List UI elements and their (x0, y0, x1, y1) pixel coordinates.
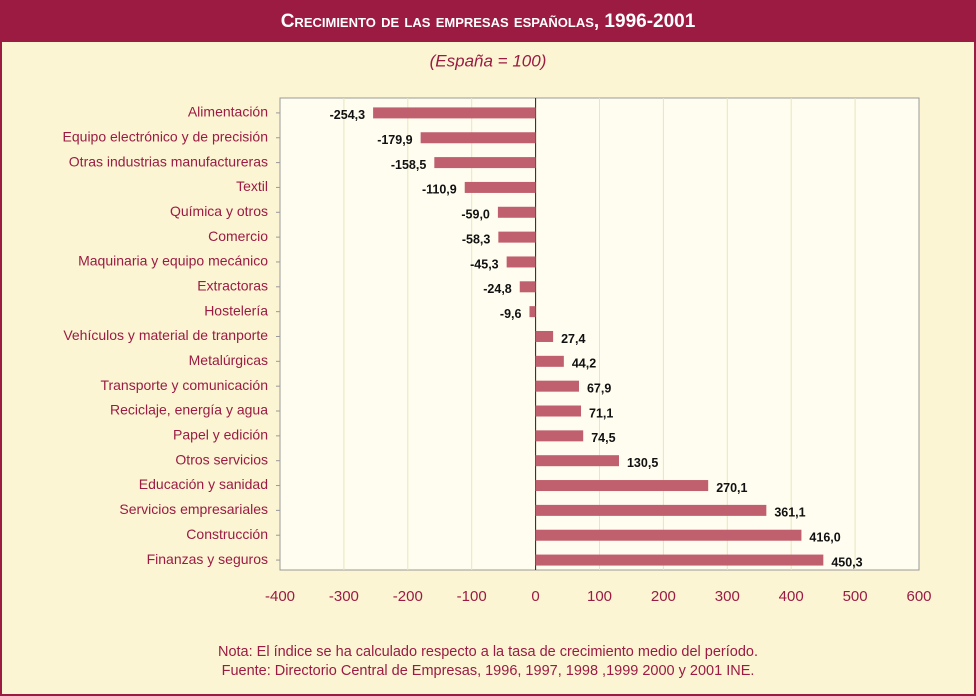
bar (529, 306, 536, 318)
bar (535, 529, 802, 541)
bar (535, 480, 709, 492)
value-label: -179,9 (377, 133, 412, 147)
bar (497, 206, 536, 218)
bar (434, 157, 536, 169)
y-tick-label: Metalúrgicas (189, 352, 268, 368)
bar (535, 355, 564, 367)
value-label: 71,1 (589, 406, 613, 420)
value-label: -45,3 (470, 257, 499, 271)
y-tick-label: Maquinaria y equipo mecánico (78, 253, 268, 269)
bar (373, 107, 536, 119)
chart-title: Crecimiento de las empresas españolas, 1… (281, 11, 696, 32)
y-tick-label: Textil (236, 178, 268, 194)
value-label: 130,5 (627, 456, 658, 470)
value-label: 44,2 (572, 357, 596, 371)
chart-subtitle: (España = 100) (430, 51, 547, 70)
y-tick-label: Reciclaje, energía y agua (110, 402, 268, 418)
x-tick-label: 100 (587, 588, 612, 605)
y-tick-label: Hostelería (204, 302, 268, 318)
y-tick-label: Construcción (186, 526, 268, 542)
bar (506, 256, 536, 268)
x-tick-label: 300 (715, 588, 740, 605)
bar (535, 330, 554, 342)
value-label: 27,4 (561, 332, 585, 346)
x-tick-label: 500 (843, 588, 868, 605)
source: Fuente: Directorio Central de Empresas, … (222, 663, 755, 679)
value-label: -59,0 (461, 208, 490, 222)
y-tick-label: Alimentación (188, 104, 268, 120)
bar (535, 430, 584, 442)
x-tick-label: 600 (906, 588, 931, 605)
title-banner (0, 0, 976, 42)
value-label: -158,5 (391, 158, 426, 172)
y-tick-label: Servicios empresariales (119, 501, 268, 517)
value-label: -24,8 (483, 282, 512, 296)
note: Nota: El índice se ha calculado respecto… (218, 644, 758, 660)
value-label: 416,0 (809, 531, 840, 545)
y-tick-label: Otros servicios (175, 451, 268, 467)
y-tick-label: Extractoras (197, 278, 268, 294)
y-tick-label: Vehículos y material de tranporte (63, 327, 268, 343)
x-tick-label: -200 (393, 588, 423, 605)
bar (535, 380, 579, 392)
x-tick-label: 0 (531, 588, 539, 605)
value-label: 450,3 (831, 555, 862, 569)
bar (498, 231, 536, 243)
value-label: -58,3 (462, 232, 491, 246)
value-label: 67,9 (587, 381, 611, 395)
bar (535, 554, 824, 566)
bar (464, 181, 536, 193)
value-label: -110,9 (422, 183, 457, 197)
value-label: -9,6 (500, 307, 522, 321)
x-tick-label: -300 (329, 588, 359, 605)
bar (535, 455, 619, 467)
value-label: -254,3 (330, 108, 365, 122)
x-tick-label: 400 (779, 588, 804, 605)
bar (420, 132, 536, 144)
bar (519, 281, 536, 293)
y-tick-label: Educación y sanidad (139, 476, 268, 492)
marks: Alimentación -254,3 Equipo electrónico y d… (63, 104, 863, 570)
y-tick-label: Transporte y comunicación (100, 377, 268, 393)
y-tick-label: Comercio (208, 228, 268, 244)
value-label: 74,5 (591, 431, 615, 445)
value-label: 361,1 (774, 506, 805, 520)
y-tick-label: Química y otros (170, 203, 268, 219)
x-tick-label: -400 (265, 588, 295, 605)
bar (535, 504, 767, 516)
y-tick-label: Equipo electrónico y de precisión (63, 128, 268, 144)
y-tick-label: Finanzas y seguros (147, 551, 268, 567)
y-tick-label: Papel y edición (173, 427, 268, 443)
x-tick-label: 200 (651, 588, 676, 605)
value-label: 270,1 (716, 481, 747, 495)
bar (535, 405, 582, 417)
y-tick-label: Otras industrias manufactureras (69, 153, 268, 169)
x-tick-label: -100 (457, 588, 487, 605)
